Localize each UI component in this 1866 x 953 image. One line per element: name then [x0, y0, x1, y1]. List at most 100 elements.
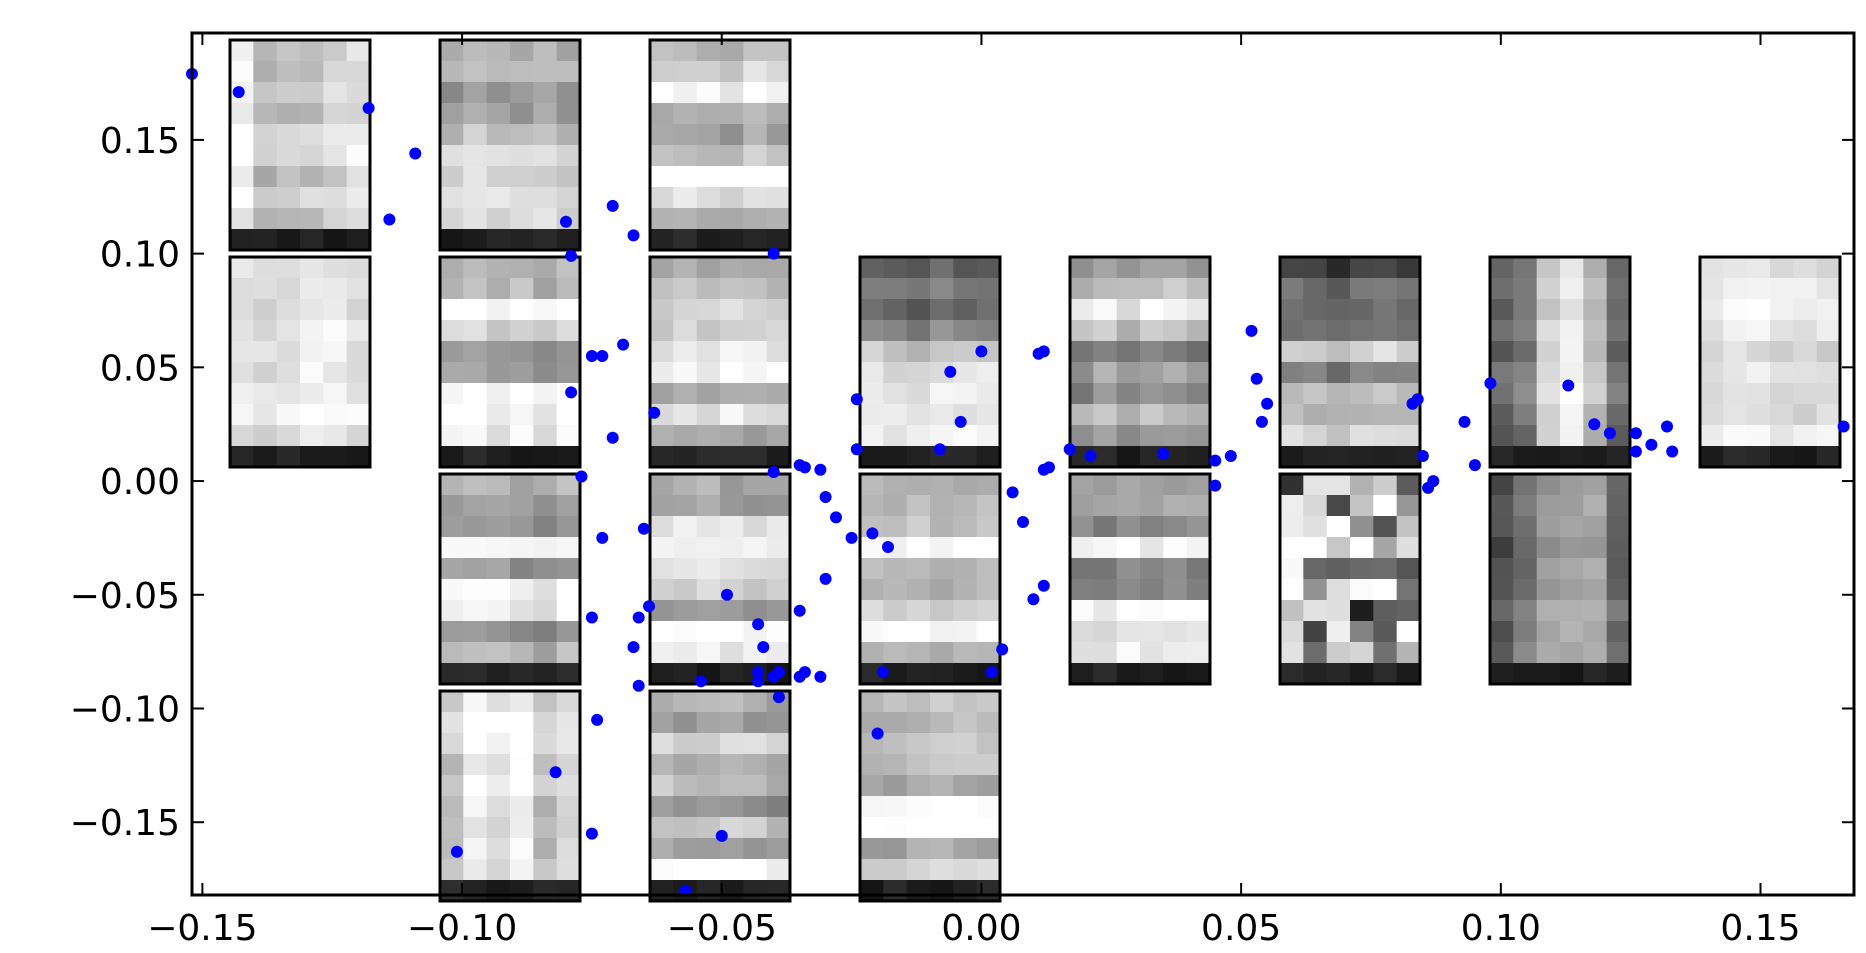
tile-border: [648, 472, 792, 686]
tile-pixel: [1280, 600, 1304, 622]
tile-pixel: [486, 495, 511, 517]
tile-pixel: [440, 320, 464, 342]
tile-pixel: [440, 166, 464, 188]
data-point: [996, 643, 1009, 656]
tile-pixel: [346, 278, 371, 300]
tile-pixel: [510, 229, 534, 251]
tile-pixel: [1093, 446, 1118, 468]
tile-pixel: [1373, 474, 1398, 496]
tile-pixel: [1326, 257, 1351, 279]
tile-pixel: [1746, 257, 1771, 279]
tile-pixel: [1396, 320, 1421, 342]
data-point: [637, 522, 650, 535]
tile-pixel: [533, 516, 558, 538]
data-point: [752, 666, 765, 679]
tile-pixel: [1793, 404, 1818, 426]
tile-pixel: [253, 341, 278, 363]
tile-pixel: [673, 187, 698, 209]
tile-pixel: [1536, 558, 1561, 580]
tile-pixel: [860, 663, 884, 685]
tile-pixel: [253, 229, 278, 251]
tile-pixel: [883, 817, 908, 839]
tile-pixel: [230, 124, 254, 146]
tile-pixel: [650, 621, 674, 643]
tile-pixel: [510, 537, 534, 559]
tile-pixel: [1116, 642, 1141, 664]
tile-pixel: [253, 124, 278, 146]
tile-border: [858, 472, 1002, 686]
tile-pixel: [510, 257, 534, 279]
inset-image-tile: [1068, 255, 1212, 469]
tile-pixel: [556, 838, 581, 860]
tile-pixel: [1280, 516, 1304, 538]
tile-pixel: [510, 278, 534, 300]
tile-pixel: [976, 425, 1001, 447]
tile-pixel: [720, 516, 744, 538]
tile-pixel: [883, 495, 908, 517]
tile-pixel: [720, 320, 744, 342]
tile-border: [858, 689, 1002, 903]
tile-pixel: [650, 712, 674, 734]
tile-pixel: [673, 663, 698, 685]
tile-pixel: [276, 82, 301, 104]
tile-pixel: [1163, 362, 1188, 384]
tile-pixel: [976, 775, 1001, 797]
tile-pixel: [1350, 579, 1374, 601]
tile-pixel: [510, 642, 534, 664]
tile-pixel: [1093, 362, 1118, 384]
tile-pixel: [300, 446, 324, 468]
tile-pixel: [346, 82, 371, 104]
tile-pixel: [1513, 362, 1538, 384]
tile-pixel: [743, 579, 768, 601]
tile-border: [438, 472, 582, 686]
tile-pixel: [1350, 278, 1374, 300]
tile-pixel: [510, 859, 534, 881]
tile-pixel: [440, 61, 464, 83]
tile-pixel: [1116, 579, 1141, 601]
tile-pixel: [930, 621, 954, 643]
tile-pixel: [510, 600, 534, 622]
tile-pixel: [510, 516, 534, 538]
tile-pixel: [696, 796, 721, 818]
tile-pixel: [953, 600, 978, 622]
tile-pixel: [1163, 600, 1188, 622]
tile-pixel: [1723, 320, 1748, 342]
tile-pixel: [860, 446, 884, 468]
tile-pixel: [1560, 537, 1584, 559]
inset-image-tile: [648, 255, 792, 469]
tile-pixel: [1490, 579, 1514, 601]
x-tick-labels: −0.15 −0.10 −0.05 0.00 0.05 0.10 0.15: [147, 908, 1800, 949]
tile-pixel: [1816, 425, 1841, 447]
tile-pixel: [766, 733, 791, 755]
tile-pixel: [1536, 341, 1561, 363]
tile-pixel: [440, 40, 464, 62]
tile-pixel: [650, 859, 674, 881]
tile-pixel: [300, 320, 324, 342]
tile-pixel: [650, 663, 674, 685]
tile-pixel: [556, 187, 581, 209]
inset-image-tile: [1488, 472, 1632, 686]
tile-pixel: [323, 124, 348, 146]
tile-pixel: [650, 838, 674, 860]
tile-pixel: [463, 61, 488, 83]
tile-pixel: [720, 257, 744, 279]
data-point: [798, 666, 811, 679]
tile-pixel: [860, 425, 884, 447]
tile-pixel: [1070, 516, 1094, 538]
tile-pixel: [510, 320, 534, 342]
tile-pixel: [1793, 278, 1818, 300]
tile-pixel: [1140, 558, 1164, 580]
tile-pixel: [650, 817, 674, 839]
tile-pixel: [276, 446, 301, 468]
tile-pixel: [440, 103, 464, 125]
tile-pixel: [300, 82, 324, 104]
tile-pixel: [486, 404, 511, 426]
tile-border: [1068, 472, 1212, 686]
tile-pixel: [696, 166, 721, 188]
tile-pixel: [673, 40, 698, 62]
tile-border: [438, 38, 582, 252]
tile-pixel: [1280, 278, 1304, 300]
tile-pixel: [486, 691, 511, 713]
tile-border: [1488, 472, 1632, 686]
tile-pixel: [1093, 474, 1118, 496]
